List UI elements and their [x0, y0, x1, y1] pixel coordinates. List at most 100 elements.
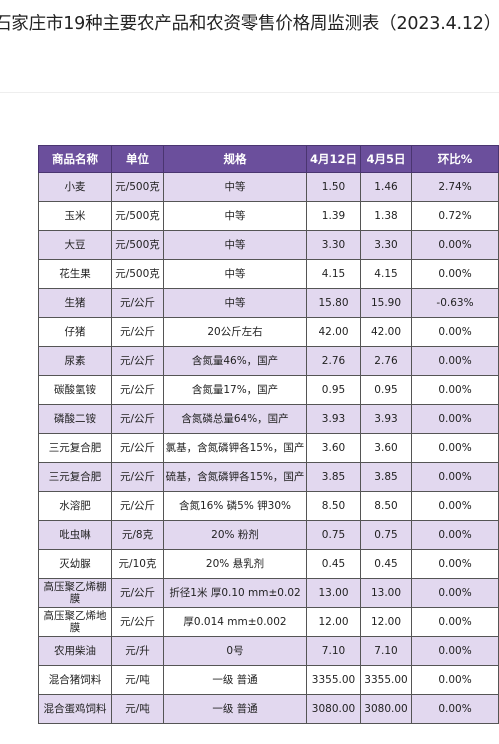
cell-apr12: 3080.00: [306, 694, 361, 724]
table-row: 玉米 元/500克 中等 1.39 1.38 0.72%: [38, 201, 499, 231]
cell-unit: 元/500克: [111, 259, 164, 289]
cell-name: 玉米: [38, 201, 112, 231]
cell-unit: 元/公斤: [111, 433, 164, 463]
cell-unit: 元/公斤: [111, 317, 164, 347]
table-row: 大豆 元/500克 中等 3.30 3.30 0.00%: [38, 230, 499, 260]
cell-apr5: 0.75: [360, 520, 412, 550]
price-table: 商品名称 单位 规格 4月12日 4月5日 环比% 小麦 元/500克 中等 1.50…: [38, 145, 499, 724]
table-row: 高压聚乙烯棚膜 元/公斤 折径1米 厚0.10 mm±0.02 13.00 13.00 0…: [38, 578, 499, 608]
cell-change: 0.00%: [411, 433, 499, 463]
cell-apr5: 1.46: [360, 172, 412, 202]
cell-apr12: 12.00: [306, 607, 361, 637]
cell-spec: 中等: [163, 230, 307, 260]
cell-unit: 元/8克: [111, 520, 164, 550]
cell-name: 碳酸氢铵: [38, 375, 112, 405]
page-title: 石家庄市19种主要农产品和农资零售价格周监测表（2023.4.12）: [0, 14, 499, 34]
cell-unit: 元/公斤: [111, 607, 164, 637]
cell-change: 0.00%: [411, 520, 499, 550]
cell-spec: 含氮磷总量64%，国产: [163, 404, 307, 434]
cell-apr5: 8.50: [360, 491, 412, 521]
cell-unit: 元/500克: [111, 172, 164, 202]
cell-apr5: 0.95: [360, 375, 412, 405]
cell-spec: 中等: [163, 288, 307, 318]
header-apr12: 4月12日: [306, 145, 361, 173]
cell-apr5: 15.90: [360, 288, 412, 318]
cell-apr12: 1.50: [306, 172, 361, 202]
cell-apr12: 0.95: [306, 375, 361, 405]
cell-name: 灭幼脲: [38, 549, 112, 579]
cell-name: 生猪: [38, 288, 112, 318]
cell-name: 小麦: [38, 172, 112, 202]
table-row: 花生果 元/500克 中等 4.15 4.15 0.00%: [38, 259, 499, 289]
cell-spec: 折径1米 厚0.10 mm±0.02: [163, 578, 307, 608]
cell-unit: 元/公斤: [111, 491, 164, 521]
header-name: 商品名称: [38, 145, 112, 173]
cell-apr5: 13.00: [360, 578, 412, 608]
cell-apr12: 3.60: [306, 433, 361, 463]
cell-name: 三元复合肥: [38, 433, 112, 463]
cell-change: 0.00%: [411, 694, 499, 724]
cell-apr12: 3355.00: [306, 665, 361, 695]
cell-unit: 元/公斤: [111, 404, 164, 434]
cell-spec: 含氮量17%，国产: [163, 375, 307, 405]
cell-apr5: 3080.00: [360, 694, 412, 724]
table-row: 高压聚乙烯地膜 元/公斤 厚0.014 mm±0.002 12.00 12.00 0.00…: [38, 607, 499, 637]
cell-apr12: 15.80: [306, 288, 361, 318]
cell-name: 混合蛋鸡饲料: [38, 694, 112, 724]
cell-change: 0.00%: [411, 462, 499, 492]
cell-name: 三元复合肥: [38, 462, 112, 492]
cell-name: 花生果: [38, 259, 112, 289]
cell-spec: 20% 粉剂: [163, 520, 307, 550]
cell-unit: 元/吨: [111, 665, 164, 695]
cell-apr5: 3.60: [360, 433, 412, 463]
header-change: 环比%: [411, 145, 499, 173]
cell-spec: 中等: [163, 201, 307, 231]
table-row: 混合猪饲料 元/吨 一级 普通 3355.00 3355.00 0.00%: [38, 665, 499, 695]
table-row: 三元复合肥 元/公斤 氯基，含氮磷钾各15%，国产 3.60 3.60 0.00%: [38, 433, 499, 463]
cell-apr12: 8.50: [306, 491, 361, 521]
cell-apr5: 0.45: [360, 549, 412, 579]
cell-apr5: 3355.00: [360, 665, 412, 695]
cell-apr12: 4.15: [306, 259, 361, 289]
table-row: 农用柴油 元/升 0号 7.10 7.10 0.00%: [38, 636, 499, 666]
table-row: 磷酸二铵 元/公斤 含氮磷总量64%，国产 3.93 3.93 0.00%: [38, 404, 499, 434]
cell-apr12: 0.45: [306, 549, 361, 579]
table-row: 灭幼脲 元/10克 20% 悬乳剂 0.45 0.45 0.00%: [38, 549, 499, 579]
table-row: 尿素 元/公斤 含氮量46%，国产 2.76 2.76 0.00%: [38, 346, 499, 376]
cell-change: 0.00%: [411, 636, 499, 666]
table-row: 仔猪 元/公斤 20公斤左右 42.00 42.00 0.00%: [38, 317, 499, 347]
cell-apr5: 12.00: [360, 607, 412, 637]
cell-apr5: 4.15: [360, 259, 412, 289]
cell-apr5: 3.85: [360, 462, 412, 492]
cell-unit: 元/升: [111, 636, 164, 666]
cell-apr5: 3.93: [360, 404, 412, 434]
table-row: 水溶肥 元/公斤 含氮16% 磷5% 钾30% 8.50 8.50 0.00%: [38, 491, 499, 521]
cell-change: 0.00%: [411, 346, 499, 376]
cell-spec: 20公斤左右: [163, 317, 307, 347]
header-apr5: 4月5日: [360, 145, 412, 173]
cell-change: 0.00%: [411, 491, 499, 521]
cell-change: 0.00%: [411, 317, 499, 347]
cell-unit: 元/公斤: [111, 462, 164, 492]
cell-spec: 硫基，含氮磷钾各15%，国产: [163, 462, 307, 492]
cell-apr12: 3.30: [306, 230, 361, 260]
table-row: 三元复合肥 元/公斤 硫基，含氮磷钾各15%，国产 3.85 3.85 0.00%: [38, 462, 499, 492]
cell-change: 0.00%: [411, 375, 499, 405]
cell-spec: 中等: [163, 172, 307, 202]
cell-change: 0.00%: [411, 230, 499, 260]
cell-apr12: 2.76: [306, 346, 361, 376]
table-row: 小麦 元/500克 中等 1.50 1.46 2.74%: [38, 172, 499, 202]
cell-apr5: 3.30: [360, 230, 412, 260]
cell-name: 尿素: [38, 346, 112, 376]
cell-change: 0.00%: [411, 665, 499, 695]
cell-change: 2.74%: [411, 172, 499, 202]
cell-spec: 0号: [163, 636, 307, 666]
cell-name: 仔猪: [38, 317, 112, 347]
cell-apr5: 1.38: [360, 201, 412, 231]
cell-spec: 一级 普通: [163, 665, 307, 695]
cell-change: 0.00%: [411, 259, 499, 289]
cell-spec: 氯基，含氮磷钾各15%，国产: [163, 433, 307, 463]
cell-spec: 20% 悬乳剂: [163, 549, 307, 579]
cell-apr12: 3.93: [306, 404, 361, 434]
cell-spec: 中等: [163, 259, 307, 289]
